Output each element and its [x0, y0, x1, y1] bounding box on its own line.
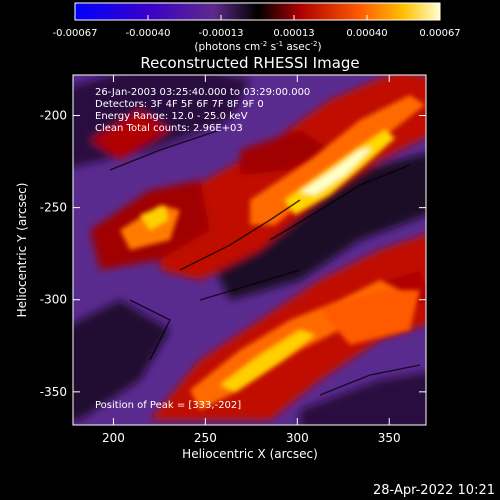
x-axis-tick-labels: 200 250 300 350 — [102, 431, 401, 445]
x-axis-ticks — [112, 75, 390, 425]
x-tick-label: 250 — [194, 431, 217, 445]
x-tick-label: 350 — [378, 431, 401, 445]
colorbar-tick-label: 0.00067 — [419, 28, 460, 39]
y-tick-label: -300 — [40, 293, 67, 307]
peak-position-label: Position of Peak = [333,-202] — [95, 400, 241, 411]
colorbar-units-label: (photons cm-2 s-1 asec-2) — [194, 40, 321, 53]
colorbar-tick-labels: -0.00067 -0.00040 -0.00013 0.00013 0.00040 0.… — [53, 28, 461, 39]
annotation-line: Detectors: 3F 4F 5F 6F 7F 8F 9F 0 — [95, 99, 264, 110]
annotation-line: Clean Total counts: 2.96E+03 — [95, 123, 243, 134]
plot-frame — [72, 74, 427, 426]
annotation-line: 26-Jan-2003 03:25:40.000 to 03:29:00.000 — [95, 87, 310, 98]
annotation-line: Energy Range: 12.0 - 25.0 keV — [95, 111, 248, 122]
colorbar-tick-label: -0.00013 — [199, 28, 244, 39]
chart-title: Reconstructed RHESSI Image — [140, 54, 359, 72]
y-axis-ticks — [73, 115, 426, 393]
y-tick-label: -250 — [40, 201, 67, 215]
x-tick-label: 200 — [102, 431, 125, 445]
colorbar-tick-label: 0.00040 — [346, 28, 387, 39]
colorbar-tick-label: 0.00013 — [273, 28, 314, 39]
x-tick-label: 300 — [286, 431, 309, 445]
y-axis-tick-labels: -200 -250 -300 -350 — [40, 109, 67, 399]
heatmap-image — [73, 75, 426, 425]
colorbar-ticks — [74, 15, 441, 20]
colorbar-tick-label: -0.00040 — [126, 28, 171, 39]
y-axis-label: Heliocentric Y (arcsec) — [15, 183, 29, 318]
timestamp: 28-Apr-2022 10:21 — [373, 483, 495, 498]
y-tick-label: -200 — [40, 109, 67, 123]
y-tick-label: -350 — [40, 385, 67, 399]
annotation-block: 26-Jan-2003 03:25:40.000 to 03:29:00.000… — [95, 87, 310, 134]
colorbar — [74, 2, 441, 21]
colorbar-tick-label: -0.00067 — [53, 28, 98, 39]
x-axis-label: Heliocentric X (arcsec) — [182, 447, 318, 461]
